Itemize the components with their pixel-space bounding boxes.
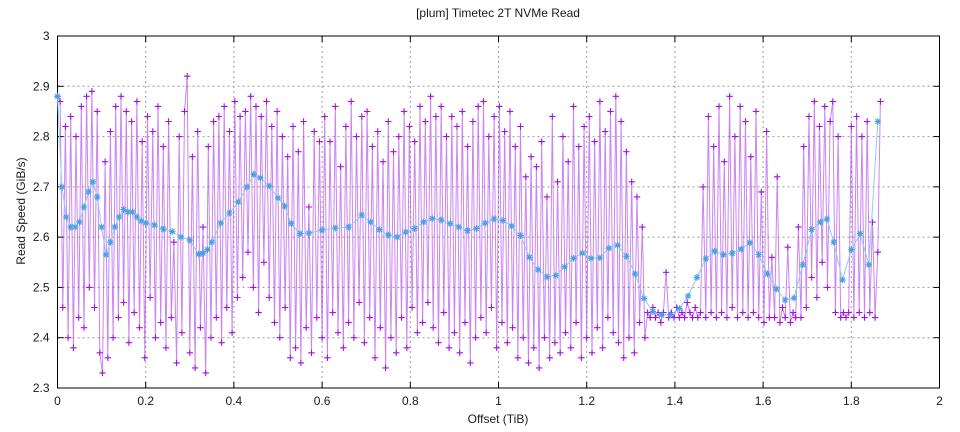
- y-tick-label: 2.7: [33, 180, 50, 194]
- x-axis-label: Offset (TiB): [467, 412, 529, 426]
- x-tick-label: 1.8: [843, 394, 860, 408]
- x-tick-label: 2: [936, 394, 943, 408]
- y-tick-label: 3: [43, 29, 50, 43]
- x-tick-label: 0.6: [314, 394, 331, 408]
- y-tick-label: 2.6: [33, 230, 50, 244]
- x-tick-label: 1.6: [755, 394, 772, 408]
- x-tick-label: 0.8: [402, 394, 419, 408]
- x-tick-label: 0.2: [137, 394, 154, 408]
- smoothed-markers: [54, 92, 881, 319]
- x-tick-label: 0.4: [226, 394, 243, 408]
- y-tick-label: 2.9: [33, 79, 50, 93]
- plot-border: [57, 35, 940, 389]
- x-tick-label: 1: [495, 394, 502, 408]
- raw-series: [54, 73, 884, 377]
- chart-title: [plum] Timetec 2T NVMe Read: [416, 6, 580, 20]
- y-tick-label: 2.5: [33, 280, 50, 294]
- y-tick-label: 2.3: [33, 381, 50, 395]
- x-tick-label: 0: [54, 394, 61, 408]
- y-tick-label: 2.8: [33, 130, 50, 144]
- x-tick-label: 1.4: [667, 394, 684, 408]
- x-tick-label: 1.2: [578, 394, 595, 408]
- smoothed-series: [54, 92, 881, 319]
- axis-ticks: 0 0.2 0.4 0.6 0.8 1 1.2 1.4 1.6 1.8 2 2.3 2.4 2.5 2.6 2…: [33, 29, 943, 408]
- y-axis-label: Read Speed (GiB/s): [14, 157, 28, 265]
- y-tick-label: 2.4: [33, 331, 50, 345]
